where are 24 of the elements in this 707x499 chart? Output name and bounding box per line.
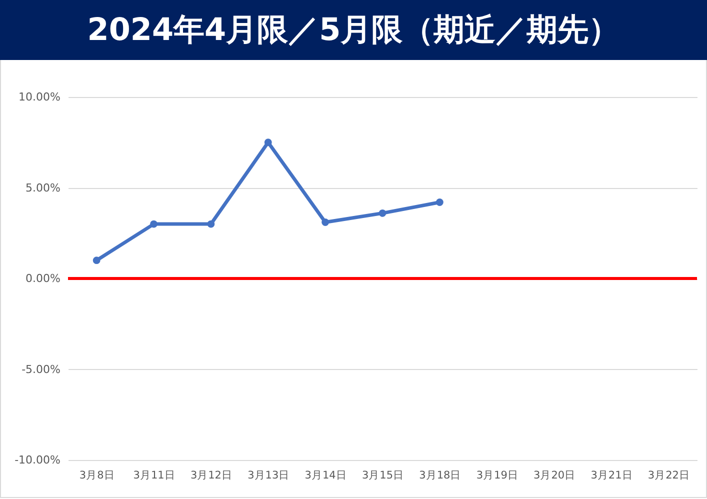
y-tick-label: 5.00% — [26, 181, 60, 194]
x-tick-label: 3月12日 — [190, 470, 232, 482]
y-tick-label: 0.00% — [26, 272, 60, 285]
point — [92, 256, 100, 264]
x-tick-label: 3月14日 — [304, 470, 347, 482]
x-tick-label: 3月22日 — [648, 470, 690, 482]
point — [207, 220, 215, 228]
point — [150, 220, 158, 228]
x-tick-label: 3月13日 — [248, 470, 290, 482]
x-tick-label: 3月15日 — [362, 470, 404, 482]
point — [264, 138, 272, 146]
x-tick-label: 3月18日 — [419, 470, 462, 482]
point — [436, 198, 444, 206]
x-tick-label: 3月20日 — [534, 470, 576, 482]
y-tick-label: -5.00% — [22, 362, 60, 376]
point — [322, 218, 330, 226]
x-tick-label: 3月11日 — [133, 470, 176, 482]
point — [378, 209, 386, 217]
x-tick-label: 3月8日 — [79, 470, 115, 482]
x-tick-label: 3月19日 — [476, 470, 518, 482]
y-tick-label: -10.00% — [14, 454, 60, 466]
y-tick-label: 10.00% — [18, 90, 60, 104]
x-tick-label: 3月21日 — [590, 470, 633, 482]
chart-title: 2024年4月限／5月限（期近／期先） — [0, 0, 707, 60]
